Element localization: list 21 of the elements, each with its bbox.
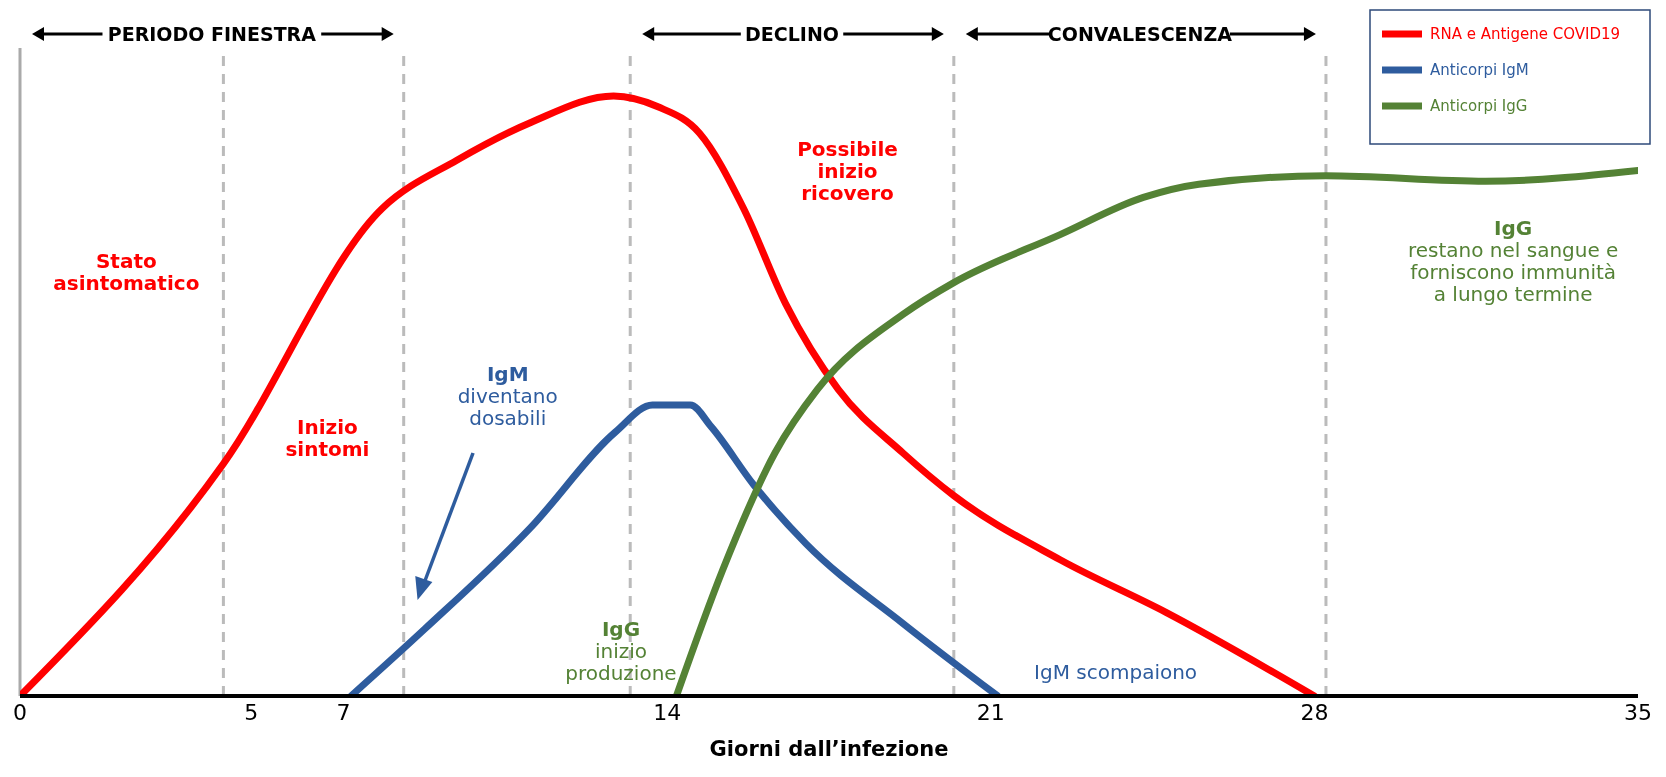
x-axis-title: Giorni dall’infezione bbox=[709, 737, 949, 761]
annotation: IgG inizio produzione bbox=[565, 617, 677, 685]
annotation: IgM diventano dosabili bbox=[457, 362, 558, 430]
text: PERIODO FINESTRA bbox=[107, 23, 317, 45]
annotation: Possibile inizio ricovero bbox=[797, 137, 898, 205]
x-tick-label: 35 bbox=[1624, 699, 1652, 725]
x-tick-label: 7 bbox=[336, 699, 351, 725]
annotation: IgM scompaiono bbox=[1034, 660, 1198, 684]
legend-label: Anticorpi IgM bbox=[1430, 61, 1529, 79]
annotation: Stato asintomatico bbox=[53, 248, 200, 295]
x-tick-label: 0 bbox=[13, 699, 27, 725]
x-tick-label: 28 bbox=[1300, 699, 1329, 725]
x-tick-label: 21 bbox=[976, 699, 1005, 725]
x-tick-label: 5 bbox=[244, 699, 259, 725]
annotation: Inizio sintomi bbox=[285, 415, 370, 461]
legend-label: Anticorpi IgG bbox=[1430, 97, 1528, 115]
text: CONVALESCENZA bbox=[1047, 23, 1233, 45]
legend-label: RNA e Antigene COVID19 bbox=[1430, 25, 1621, 43]
x-tick-label: 14 bbox=[653, 699, 682, 725]
annotation: IgG restano nel sangue e forniscono immunità a lungo termine bbox=[1407, 216, 1619, 306]
text: DECLINO bbox=[745, 23, 839, 45]
